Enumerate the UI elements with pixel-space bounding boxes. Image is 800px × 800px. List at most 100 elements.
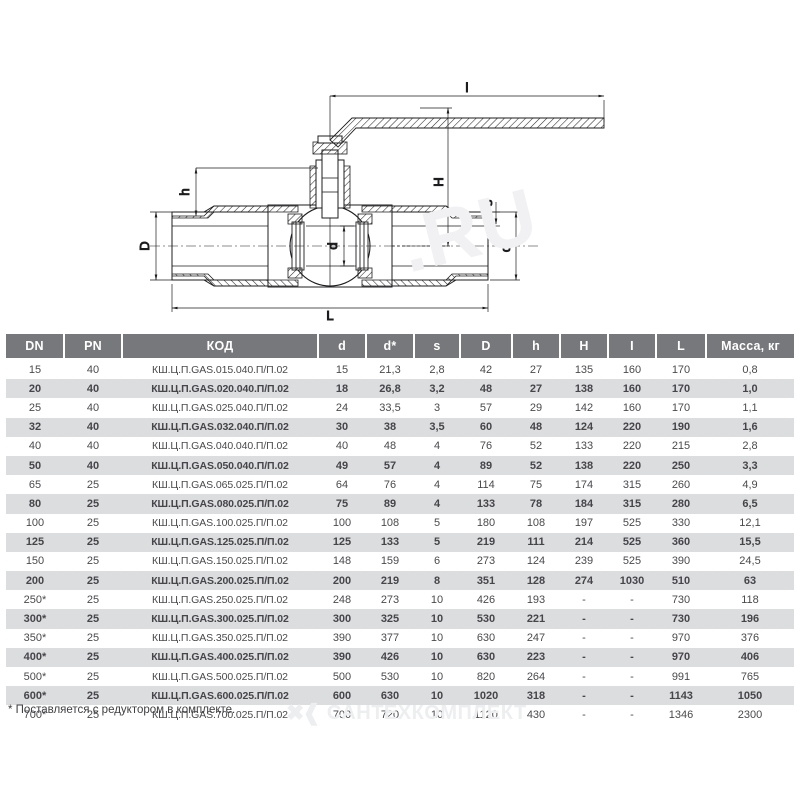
cell-s: 4 xyxy=(414,455,460,476)
cell-I: 315 xyxy=(608,494,656,514)
cell-I: - xyxy=(608,628,656,648)
table-header-code: КОД xyxy=(122,334,319,360)
cell-L: 260 xyxy=(656,475,706,495)
cell-mass: 0,8 xyxy=(706,359,794,380)
cell-mass: 2,8 xyxy=(706,436,794,456)
cell-D: 76 xyxy=(460,436,512,456)
cell-s: 10 xyxy=(414,667,460,687)
cell-I: - xyxy=(608,705,656,725)
cell-I: 315 xyxy=(608,475,656,495)
cell-pn: 25 xyxy=(64,475,122,495)
cell-pn: 25 xyxy=(64,667,122,687)
cell-dn: 32 xyxy=(6,417,64,437)
cell-L: 1143 xyxy=(656,686,706,706)
cell-h: 221 xyxy=(512,609,560,629)
table-header-H: H xyxy=(560,334,609,360)
cell-H: 239 xyxy=(560,551,608,572)
cell-h: 223 xyxy=(512,647,560,667)
cell-h: 78 xyxy=(512,494,560,514)
cell-d: 390 xyxy=(318,628,366,648)
cell-H: - xyxy=(560,647,608,667)
cell-mass: 1050 xyxy=(706,686,794,706)
dim-label-H: H xyxy=(431,177,446,186)
cell-code: КШ.Ц.П.GAS.020.040.П/П.02 xyxy=(122,379,318,399)
cell-code: КШ.Ц.П.GAS.100.025.П/П.02 xyxy=(122,513,318,533)
cell-H: 214 xyxy=(560,532,608,552)
cell-h: 111 xyxy=(512,532,560,552)
cell-h: 430 xyxy=(512,705,560,725)
cell-d: 49 xyxy=(318,455,366,476)
cell-s: 10 xyxy=(414,647,460,667)
cell-L: 215 xyxy=(656,436,706,456)
cell-s: 10 xyxy=(414,609,460,629)
cell-code: КШ.Ц.П.GAS.700.025.П/П.02 xyxy=(122,705,318,725)
cell-I: 220 xyxy=(608,455,656,476)
table-header-I: I xyxy=(608,334,657,360)
cell-D: 530 xyxy=(460,609,512,629)
cell-H: - xyxy=(560,590,608,610)
cell-dn: 600* xyxy=(6,686,64,706)
cell-h: 193 xyxy=(512,590,560,610)
cell-s: 8 xyxy=(414,571,460,591)
cell-d: 18 xyxy=(318,379,366,399)
table-row: 25 40 КШ.Ц.П.GAS.025.040.П/П.02 24 33,5 3 57 29… xyxy=(6,398,794,418)
cell-pn: 25 xyxy=(64,551,122,572)
table-row: 300* 25 КШ.Ц.П.GAS.300.025.П/П.02 300 325 10 5… xyxy=(6,609,794,629)
cell-code: КШ.Ц.П.GAS.200.025.П/П.02 xyxy=(122,571,318,591)
cell-dstar: 720 xyxy=(366,705,414,725)
cell-dstar: 57 xyxy=(366,455,414,476)
cell-L: 730 xyxy=(656,590,706,610)
cell-s: 3,5 xyxy=(414,417,460,437)
table-header-d: d xyxy=(318,334,367,360)
cell-D: 351 xyxy=(460,571,512,591)
cell-s: 5 xyxy=(414,532,460,552)
cell-s: 5 xyxy=(414,513,460,533)
table-row: 15 40 КШ.Ц.П.GAS.015.040.П/П.02 15 21,3 2,8 42… xyxy=(6,359,794,380)
cell-d: 15 xyxy=(318,359,366,380)
cell-I: - xyxy=(608,667,656,687)
table-row: 700* 25 КШ.Ц.П.GAS.700.025.П/П.02 700 720 10 1… xyxy=(6,705,794,725)
cell-code: КШ.Ц.П.GAS.040.040.П/П.02 xyxy=(122,436,318,456)
cell-H: - xyxy=(560,667,608,687)
cell-pn: 25 xyxy=(64,513,122,533)
cell-d: 40 xyxy=(318,436,366,456)
table-row: 20 40 КШ.Ц.П.GAS.020.040.П/П.02 18 26,8 3,2 48… xyxy=(6,379,794,399)
cell-dstar: 48 xyxy=(366,436,414,456)
cell-code: КШ.Ц.П.GAS.600.025.П/П.02 xyxy=(122,686,318,706)
cell-d: 148 xyxy=(318,551,366,572)
cell-D: 42 xyxy=(460,359,512,380)
cell-D: 133 xyxy=(460,494,512,514)
cell-dstar: 325 xyxy=(366,609,414,629)
cell-dn: 350* xyxy=(6,628,64,648)
table-row: 200 25 КШ.Ц.П.GAS.200.025.П/П.02 200 219 8 351… xyxy=(6,571,794,591)
cell-dn: 40 xyxy=(6,436,64,456)
cell-d: 700 xyxy=(318,705,366,725)
cell-pn: 25 xyxy=(64,494,122,514)
cell-h: 247 xyxy=(512,628,560,648)
cell-mass: 3,3 xyxy=(706,455,794,476)
cell-d: 75 xyxy=(318,494,366,514)
cell-pn: 25 xyxy=(64,609,122,629)
technical-drawing: .RU xyxy=(0,0,800,330)
cell-L: 330 xyxy=(656,513,706,533)
cell-L: 390 xyxy=(656,551,706,572)
cell-dstar: 108 xyxy=(366,513,414,533)
cell-dn: 100 xyxy=(6,513,64,533)
cell-h: 75 xyxy=(512,475,560,495)
cell-code: КШ.Ц.П.GAS.250.025.П/П.02 xyxy=(122,590,318,610)
cell-dstar: 426 xyxy=(366,647,414,667)
cell-h: 264 xyxy=(512,667,560,687)
cell-d: 390 xyxy=(318,647,366,667)
cell-code: КШ.Ц.П.GAS.150.025.П/П.02 xyxy=(122,551,318,572)
cell-I: 160 xyxy=(608,359,656,380)
cell-code: КШ.Ц.П.GAS.500.025.П/П.02 xyxy=(122,667,318,687)
cell-pn: 40 xyxy=(64,436,122,456)
cell-dn: 400* xyxy=(6,647,64,667)
cell-dn: 700* xyxy=(6,705,64,725)
cell-dn: 50 xyxy=(6,455,64,476)
cell-I: 220 xyxy=(608,436,656,456)
table-header-D: D xyxy=(460,334,513,360)
cell-pn: 40 xyxy=(64,359,122,380)
cell-pn: 25 xyxy=(64,647,122,667)
